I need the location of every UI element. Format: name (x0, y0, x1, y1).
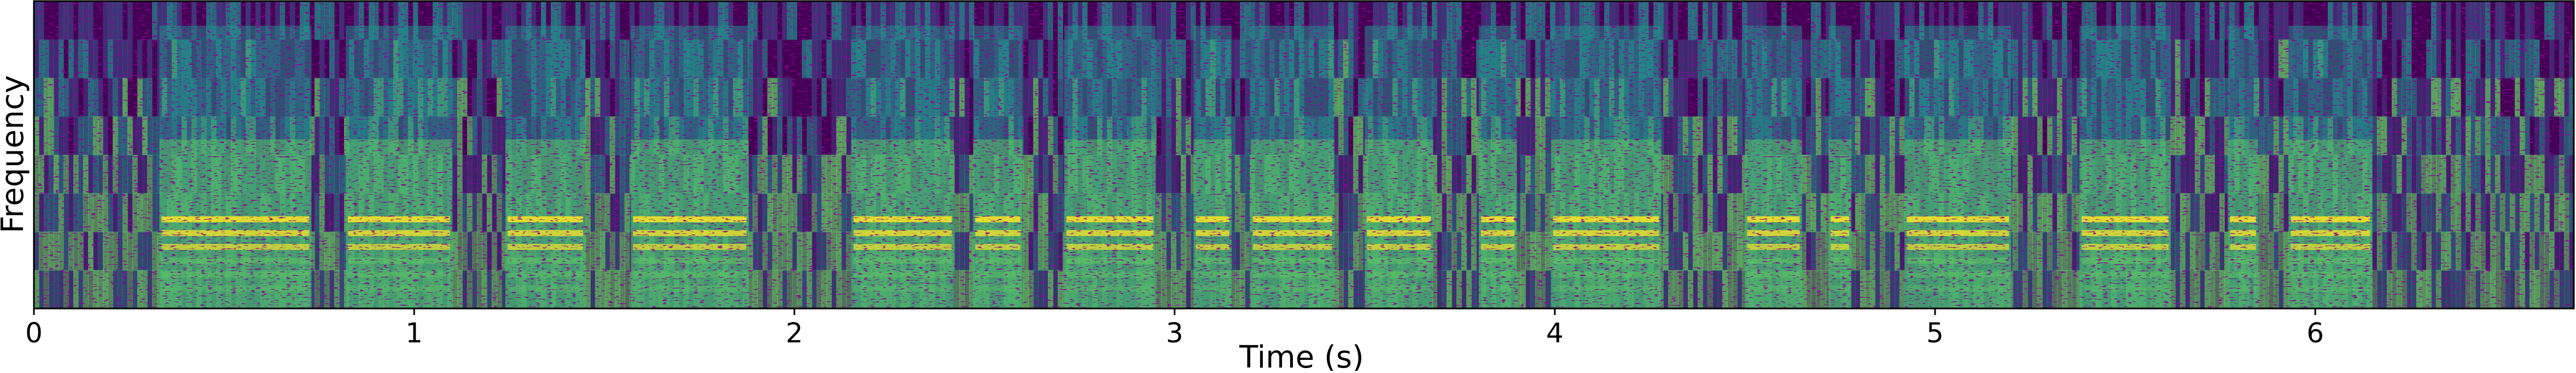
x-tick-label: 6 (2306, 317, 2324, 349)
x-axis-ticks: 0 1 2 3 4 5 6 (25, 308, 2324, 349)
plot-area (34, 1, 2574, 308)
x-axis-label: Time (s) (1239, 340, 1364, 371)
x-tick-label: 1 (405, 317, 423, 349)
x-tick-label: 4 (1546, 317, 1564, 349)
x-tick-label: 3 (1166, 317, 1184, 349)
x-tick-label: 2 (786, 317, 803, 349)
x-tick-label: 0 (25, 317, 43, 349)
spectrogram-speckle (34, 1, 2574, 308)
y-axis-label: Frequency (0, 75, 31, 233)
plot-frame (33, 0, 2575, 310)
x-tick-label: 5 (1926, 317, 1944, 349)
